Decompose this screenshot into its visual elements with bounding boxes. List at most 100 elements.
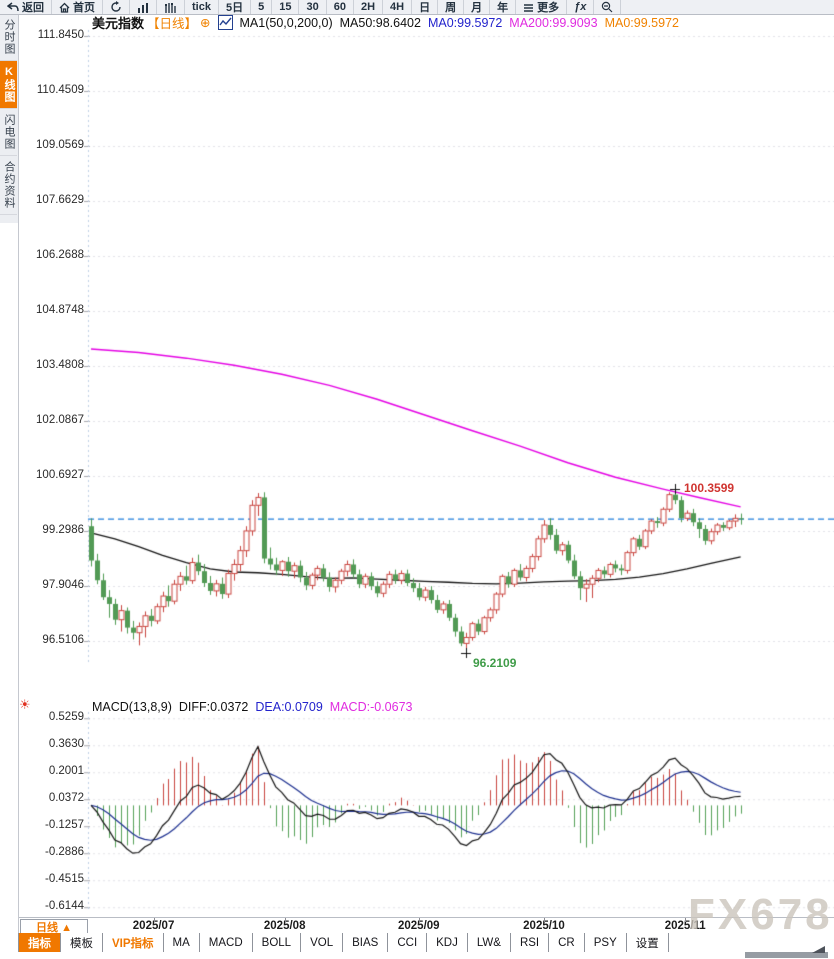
alert-sun-icon[interactable]: ☀ (19, 697, 31, 712)
price-macd-chart-canvas[interactable] (18, 14, 834, 917)
indicator-tab-RSI[interactable]: RSI (510, 933, 550, 952)
indicator-tab-LW&[interactable]: LW& (467, 933, 511, 952)
macd-axis-tick: -0.4515 (44, 873, 84, 886)
ma0-blue-value: MA0:99.5972 (427, 15, 503, 30)
toolbar-item-zoom-out-icon[interactable] (594, 0, 622, 14)
mini-chart-icon[interactable] (217, 15, 233, 30)
toolbar-item-label: ƒx (574, 1, 587, 13)
toolbar-item-label: 30 (306, 1, 319, 13)
horizontal-scrollbar-thumb[interactable] (745, 952, 828, 958)
indicator-tab-KDJ[interactable]: KDJ (427, 933, 468, 952)
add-indicator-icon[interactable]: ⊕ (200, 16, 211, 30)
toolbar-item-label: 4H (390, 1, 405, 13)
toolbar-item-60[interactable]: 60 (327, 0, 354, 14)
toolbar-item-tick[interactable]: tick (185, 0, 219, 14)
date-axis-strip: 日线 ▲ 2025/07 2025/08 2025/09 2025/10 2025/11 (0, 917, 834, 935)
toolbar-item-fx-icon[interactable]: ƒx (567, 0, 595, 14)
indicator-tab-MA[interactable]: MA (163, 933, 200, 952)
indicator-tab-MACD[interactable]: MACD (199, 933, 253, 952)
indicator-tab-CCI[interactable]: CCI (388, 933, 428, 952)
toolbar-item-5日[interactable]: 5日 (219, 0, 252, 14)
date-label: 2025/11 (664, 920, 706, 932)
indicator-tab-BOLL[interactable]: BOLL (252, 933, 302, 952)
ma200-value: MA200:99.9093 (509, 15, 598, 30)
toolbar-item-周[interactable]: 周 (438, 0, 465, 14)
toolbar-item-back-icon[interactable]: 返回 (0, 0, 52, 14)
date-label: 2025/07 (132, 920, 175, 932)
macd-diff-value: DIFF:0.0372 (178, 699, 249, 714)
macd-axis-tick: 0.5259 (48, 711, 84, 724)
indicator-tab-模板[interactable]: 模板 (61, 933, 103, 952)
toolbar-item-home-icon[interactable]: 首页 (52, 0, 103, 14)
price-axis-tick: 104.8748 (36, 303, 84, 316)
toolbar-item-30[interactable]: 30 (299, 0, 327, 14)
toolbar-item-menu-icon[interactable]: 更多 (516, 0, 568, 14)
price-axis-tick: 111.8450 (37, 28, 84, 41)
price-axis-tick: 103.4808 (36, 358, 84, 371)
toolbar-item-年[interactable]: 年 (490, 0, 517, 14)
macd-axis-tick: 0.2001 (48, 765, 84, 778)
toolbar-item-label: 年 (497, 2, 509, 14)
toolbar-item-label: 5日 (225, 2, 244, 14)
toolbar-item-label: 60 (333, 1, 346, 13)
tabbar-filler (0, 933, 19, 952)
macd-title: MACD(13,8,9) (92, 699, 172, 714)
price-axis-tick: 100.6927 (36, 468, 84, 481)
toolbar-item-bar-chart-icon[interactable] (130, 0, 157, 14)
toolbar-item-label: 周 (445, 2, 457, 14)
toolbar-item-label: 首页 (73, 2, 95, 14)
macd-axis-tick: -0.1257 (44, 819, 84, 832)
indicator-tab-bar: 指标 模板 VIP指标 MA MACD BOLL VOL BIAS CCI KDJ LW& RSI CR… (0, 933, 834, 953)
price-axis-tick: 106.2688 (36, 248, 84, 261)
indicator-tab-VOL[interactable]: VOL (301, 933, 344, 952)
price-axis-tick: 110.4509 (36, 83, 84, 96)
high-price-annotation: 100.3599 (684, 481, 735, 495)
top-toolbar: 返回 首页 tick 5日 5 15 30 60 2H 4H 日 周 月 年 更多 ƒx (0, 0, 834, 15)
sidebar-tab-time-chart[interactable]: 分时图 (0, 14, 17, 61)
date-tick (543, 918, 545, 922)
price-axis-tick: 107.6629 (36, 193, 84, 206)
menu-icon (523, 3, 534, 12)
toolbar-item-4H[interactable]: 4H (383, 0, 413, 14)
toolbar-item-15[interactable]: 15 (272, 0, 300, 14)
date-tick (153, 918, 155, 922)
price-axis-tick: 99.2986 (42, 524, 84, 536)
toolbar-item-volume-profile-icon[interactable] (157, 0, 185, 14)
price-axis-tick: 97.9046 (42, 579, 84, 591)
sidebar-tab-lightning-chart[interactable]: 闪电图 (0, 109, 17, 156)
toolbar-item-2H[interactable]: 2H (354, 0, 384, 14)
toolbar-item-label: 返回 (22, 2, 44, 14)
toolbar-item-月[interactable]: 月 (464, 0, 491, 14)
main-chart-legend: 美元指数 【日线】 ⊕ MA1(50,0,200,0) MA50:98.6402 M… (92, 15, 679, 31)
sidebar-tabs: 分时图 K线图 闪电图 合约资料 (0, 14, 18, 223)
toolbar-item-label: tick (192, 1, 211, 13)
indicator-tab-BIAS[interactable]: BIAS (343, 933, 389, 952)
toolbar-item-5[interactable]: 5 (251, 0, 273, 14)
macd-legend: MACD(13,8,9) DIFF:0.0372 DEA:0.0709 MACD… (92, 699, 412, 714)
period-dropdown-button[interactable]: 日线 ▲ (20, 919, 88, 934)
date-tick (685, 918, 687, 922)
low-price-annotation: 96.2109 (473, 656, 517, 670)
sidebar-tab-contract-info[interactable]: 合约资料 (0, 156, 17, 215)
price-axis-tick: 109.0569 (36, 138, 84, 151)
indicator-tab-设置[interactable]: 设置 (626, 933, 669, 952)
ma-settings: MA1(50,0,200,0) (239, 15, 333, 30)
toolbar-item-日[interactable]: 日 (412, 0, 439, 14)
indicator-tab-VIP指标[interactable]: VIP指标 (103, 933, 164, 952)
toolbar-item-refresh-icon[interactable] (103, 0, 130, 14)
bar-chart-icon (137, 2, 149, 13)
symbol-name: 美元指数 (92, 16, 145, 31)
period-label: 【日线】 (147, 17, 198, 31)
volume-profile-icon (164, 2, 177, 13)
macd-dea-value: DEA:0.0709 (255, 699, 323, 714)
toolbar-item-label: 月 (471, 2, 483, 14)
zoom-out-icon (601, 1, 613, 13)
indicator-tab-CR[interactable]: CR (549, 933, 585, 952)
macd-macd-value: MACD:-0.0673 (329, 699, 413, 714)
macd-axis-tick: 0.3630 (48, 738, 84, 751)
refresh-icon (110, 1, 122, 13)
indicator-tab-指标[interactable]: 指标 (19, 933, 61, 952)
sidebar-tab-kline-chart[interactable]: K线图 (0, 61, 17, 109)
indicator-tab-PSY[interactable]: PSY (584, 933, 627, 952)
